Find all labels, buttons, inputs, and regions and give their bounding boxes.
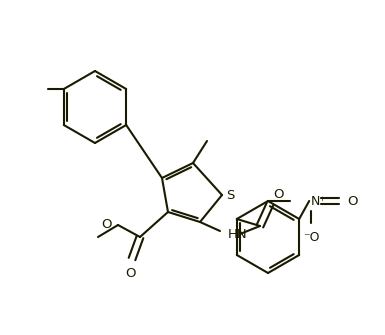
Text: O: O <box>273 188 283 201</box>
Text: HN: HN <box>228 227 248 241</box>
Text: O: O <box>347 195 358 207</box>
Text: ⁻O: ⁻O <box>303 231 320 244</box>
Text: S: S <box>226 189 234 201</box>
Text: O: O <box>126 267 136 280</box>
Text: O: O <box>102 218 112 231</box>
Text: N⁺: N⁺ <box>311 195 327 207</box>
